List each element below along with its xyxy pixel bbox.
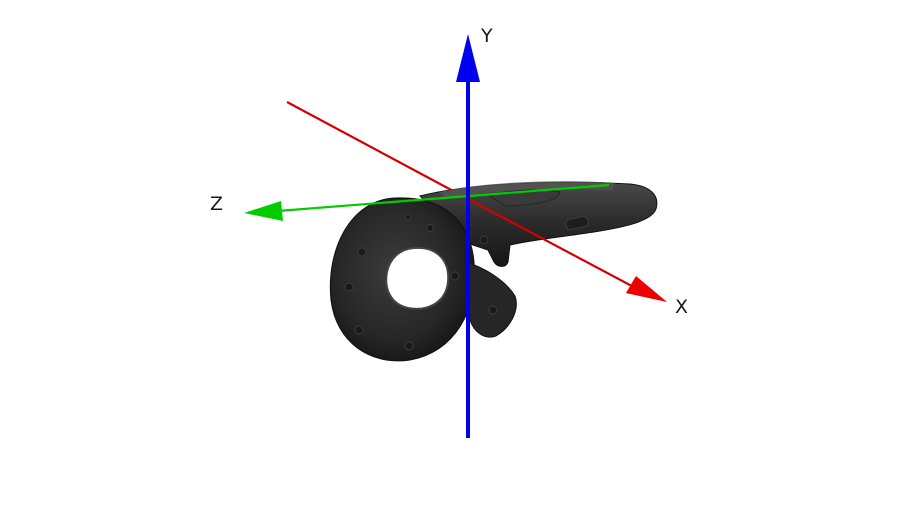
z-axis-label: Z [210, 193, 223, 215]
controller-system-button [565, 216, 589, 230]
z-axis-line [264, 183, 610, 214]
sensor-dimple [344, 282, 354, 292]
y-axis [456, 34, 480, 438]
sensor-dimple [404, 341, 414, 351]
y-axis-label: Y [480, 25, 493, 47]
sensor-dimple [357, 247, 367, 257]
sensor-dimple [404, 213, 412, 221]
controller-grip-lobe [465, 261, 517, 338]
sensor-dimple [450, 271, 460, 281]
sensor-dimple [479, 235, 489, 245]
x-axis [467, 198, 667, 302]
x-axis-line-front [467, 198, 646, 294]
x-axis-label: X [675, 296, 688, 318]
ring-inner-rim [385, 246, 450, 310]
sensor-dimple [426, 224, 434, 232]
z-axis [244, 183, 610, 221]
vr-controller [329, 181, 658, 362]
y-axis-line [466, 72, 470, 438]
sensor-dimple [488, 305, 498, 315]
z-axis-arrowhead [244, 201, 283, 221]
y-axis-arrowhead [456, 34, 480, 82]
sensor-dimple [354, 325, 364, 335]
x-axis-line-back [286, 101, 471, 201]
sensor-dimples [344, 213, 498, 351]
x-axis-arrowhead [626, 276, 667, 302]
